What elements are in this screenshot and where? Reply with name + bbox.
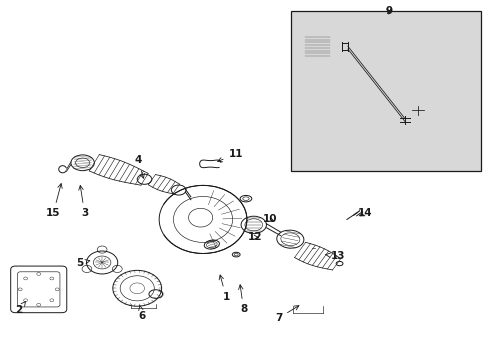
Text: 3: 3 <box>79 185 88 218</box>
Bar <box>290 12 480 171</box>
Text: 6: 6 <box>138 305 145 320</box>
Text: 9: 9 <box>385 6 391 16</box>
Text: 10: 10 <box>262 215 277 224</box>
Text: 7: 7 <box>274 306 298 323</box>
Text: 5: 5 <box>77 258 90 268</box>
Text: 13: 13 <box>325 251 345 261</box>
Text: 14: 14 <box>357 208 372 218</box>
Text: 1: 1 <box>219 275 229 302</box>
Text: 11: 11 <box>217 149 243 162</box>
Text: 2: 2 <box>16 302 25 315</box>
Text: 15: 15 <box>46 184 62 218</box>
Text: 8: 8 <box>238 285 246 314</box>
Text: 12: 12 <box>247 232 262 242</box>
Text: 4: 4 <box>134 155 144 178</box>
